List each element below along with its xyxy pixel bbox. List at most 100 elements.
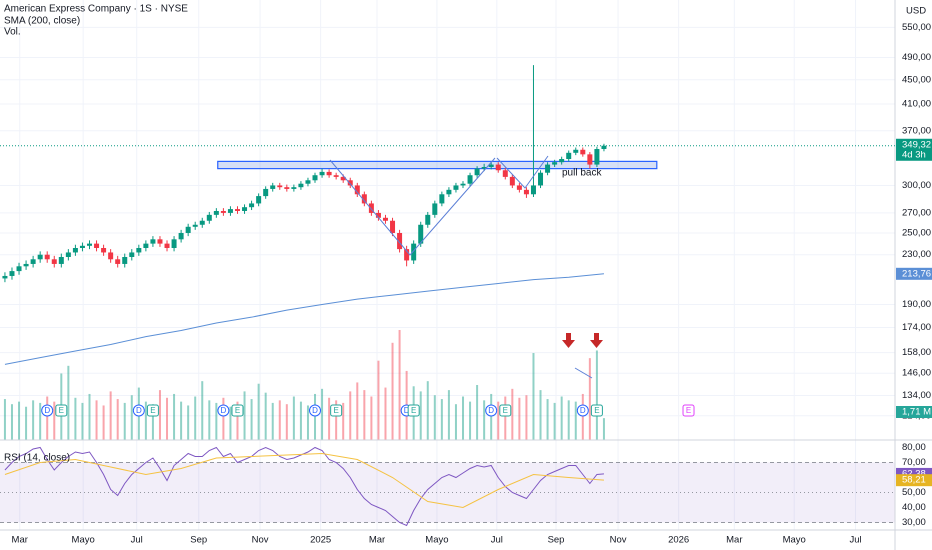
candle-body [171,239,177,249]
rsi-tick-label: 40,00 [902,502,926,513]
volume-bar [74,397,77,440]
volume-bar [292,396,295,440]
x-tick-label: 2026 [668,535,689,546]
event-marker [231,404,244,417]
header-title: American Express Company · 1S · NYSE [4,4,188,15]
candle-body [213,210,219,215]
candle-body [2,275,8,279]
event-label: D [136,406,142,415]
x-tick-label: Mayo [425,535,448,546]
candle-body [488,164,494,167]
x-tick-label: Mayo [783,535,806,546]
event-marker [217,404,230,417]
candle-body [291,187,297,189]
candle-body [523,189,529,195]
candle-body [242,207,248,211]
volume-bar [469,401,472,440]
event-marker [407,404,420,417]
volume-bar [208,400,211,440]
volume-bar [243,391,246,440]
event-label: E [333,406,338,415]
volume-bar [440,399,443,440]
candle-body [94,243,100,249]
candle-body [566,152,572,160]
candle-body [425,214,431,225]
volume-bar [314,393,317,440]
arrow [562,333,575,348]
volume-bar [511,388,514,440]
event-marker [499,404,512,417]
event-marker [590,404,603,417]
price-tag-label: 349,32 [902,139,931,150]
volume-bar [602,418,605,440]
event-label: E [594,406,599,415]
sma-tag [896,267,932,280]
candle-body [404,249,410,261]
volume-bar [328,397,331,440]
y-tick-label: 134,00 [902,390,931,401]
volume-bar [32,400,35,440]
volume-bar [546,399,549,440]
volume-bar [574,401,577,440]
volume-bar [581,393,584,440]
event-marker [309,404,322,417]
zone [217,160,658,170]
x-tick-label: Mayo [72,535,95,546]
volume-bar [25,406,28,440]
candle-body [432,203,438,215]
event-marker [330,404,343,417]
event-label: E [235,406,240,415]
event-label: E [411,406,416,415]
event-label: D [221,406,227,415]
candle-body [333,175,339,177]
volume-bar [123,402,126,440]
event-label: D [312,406,318,415]
x-tick-label: Mar [369,535,385,546]
currency-label: USD [906,6,926,17]
candle-body [206,214,212,221]
indicator-label: RSI (14, close) [4,453,70,464]
volume-bar [158,390,161,440]
volume-bar [595,350,598,440]
rsi-band [0,462,895,523]
event-label: D [488,406,494,415]
y-tick-label: 190,00 [902,299,931,310]
volume-bar [116,399,119,440]
volume-bar [384,387,387,440]
y-tick-label: 490,00 [902,52,931,63]
volume-bar [560,396,563,440]
volume-bar [271,402,274,440]
event-label: D [44,406,50,415]
candle-body [439,194,445,204]
volume-bar [166,397,169,440]
volume-bar [433,395,436,440]
event-marker [55,404,68,417]
candle-body [446,189,452,195]
y-tick-label: 230,00 [902,249,931,260]
candle-body [559,159,565,163]
candle-body [305,180,311,184]
event-label: E [686,406,691,415]
candle-body [129,252,135,257]
volume-bar [370,396,373,440]
candle-body [185,226,191,233]
volume-bar [497,401,500,440]
candle-body [382,217,388,221]
candle-body [79,245,85,249]
event-label: E [503,406,508,415]
candle-body [573,149,579,153]
volume-bar [53,401,56,440]
candle-body [87,243,92,246]
x-tick-label: Jul [131,535,143,546]
y-tick-label: 300,00 [902,180,931,191]
x-tick-label: Sep [548,535,565,546]
volume-bar [532,353,535,440]
event-marker [682,404,695,417]
price-tag [896,138,932,161]
x-tick-label: Jul [849,535,861,546]
event-marker [146,404,159,417]
candle-body [277,185,283,188]
volume-bar [490,393,493,440]
candle-body [361,194,367,204]
